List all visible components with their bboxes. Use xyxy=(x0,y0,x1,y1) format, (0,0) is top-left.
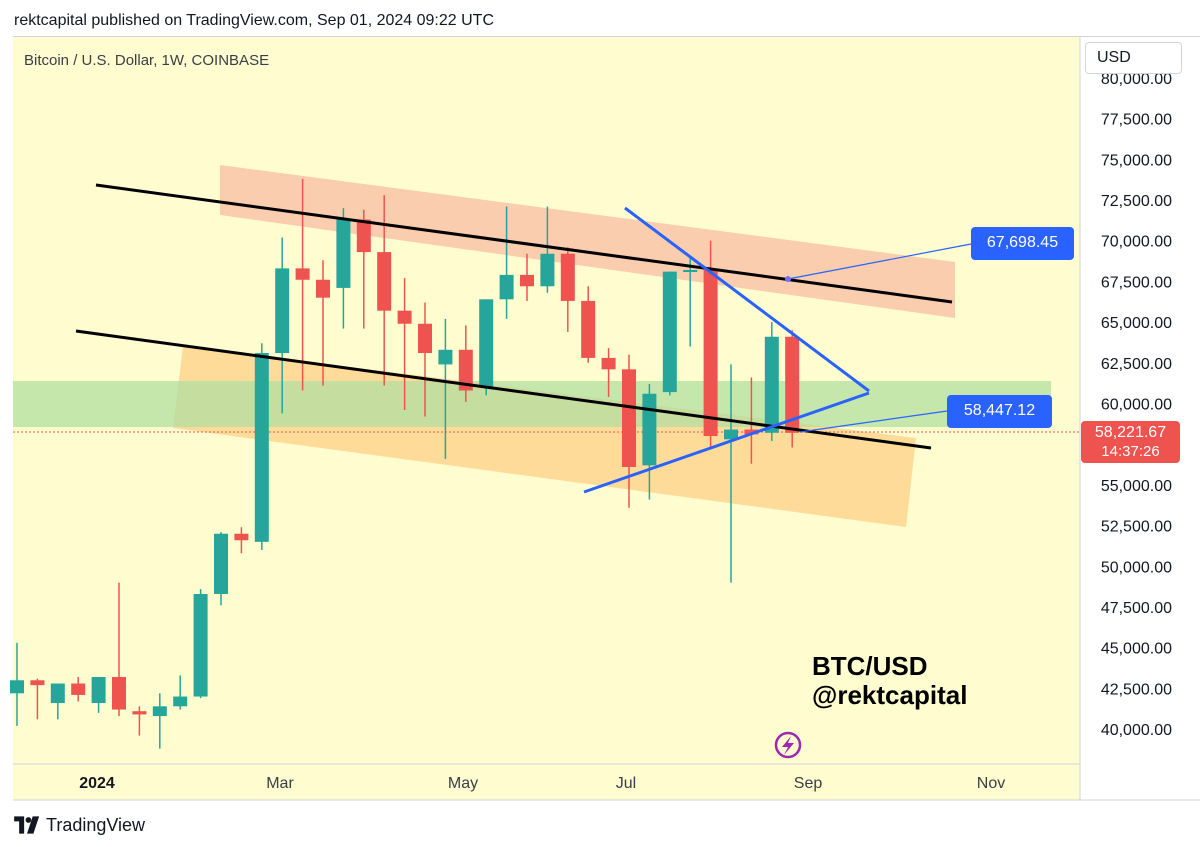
candle-up[interactable] xyxy=(683,270,698,273)
y-tick-label: 70,000.00 xyxy=(1101,234,1172,251)
candle-up[interactable] xyxy=(193,593,208,697)
x-tick-label: Mar xyxy=(266,775,294,792)
y-tick-label: 42,500.00 xyxy=(1101,681,1172,698)
symbol-title: Bitcoin / U.S. Dollar, 1W, COINBASE xyxy=(24,52,270,69)
lower-target-line xyxy=(799,410,948,433)
current-price-label: 58,221.67 14:37:26 xyxy=(1081,421,1180,463)
watermark-line-1: BTC/USD xyxy=(812,651,928,681)
triangle-upper-line[interactable] xyxy=(624,206,870,393)
y-tick-label: 65,000.00 xyxy=(1101,315,1172,332)
publish-header: rektcapital published on TradingView.com… xyxy=(14,12,494,29)
candle-down[interactable] xyxy=(295,268,310,280)
y-tick-label: 72,500.00 xyxy=(1101,193,1172,210)
green-zone xyxy=(13,381,1051,427)
y-tick-label: 80,000.00 xyxy=(1101,71,1172,88)
candles-group xyxy=(10,178,800,749)
footer-brand[interactable]: TradingView xyxy=(46,814,146,835)
candle-up[interactable] xyxy=(50,683,65,704)
x-tick-label: 2024 xyxy=(79,775,115,792)
bar-countdown: 14:37:26 xyxy=(1101,443,1160,460)
candle-down[interactable] xyxy=(234,533,249,541)
candle-up[interactable] xyxy=(336,219,351,288)
candle-down[interactable] xyxy=(458,349,473,391)
footer: TradingView xyxy=(14,812,145,838)
y-tick-label: 55,000.00 xyxy=(1101,478,1172,495)
candle-up[interactable] xyxy=(724,429,738,440)
price-axis[interactable] xyxy=(1080,37,1200,764)
candle-up[interactable] xyxy=(275,268,290,354)
candle-down[interactable] xyxy=(316,279,330,298)
x-labels-group: 2024 Mar May Jul Sep Nov xyxy=(79,775,1005,792)
y-tick-label: 67,500.00 xyxy=(1101,274,1172,291)
candle-up[interactable] xyxy=(764,336,779,433)
currency-button[interactable]: USD xyxy=(1085,42,1182,74)
y-tick-label: 40,000.00 xyxy=(1101,722,1172,739)
candle-up[interactable] xyxy=(662,271,677,393)
channel-upper-line[interactable] xyxy=(95,183,953,304)
candle-up[interactable] xyxy=(499,274,514,300)
tradingview-logo-icon[interactable] xyxy=(14,815,40,835)
resistance-zone xyxy=(220,165,955,318)
candle-down[interactable] xyxy=(581,300,596,358)
y-tick-label: 45,000.00 xyxy=(1101,641,1172,658)
candle-down[interactable] xyxy=(703,270,718,437)
candle-down[interactable] xyxy=(418,323,432,354)
candle-down[interactable] xyxy=(744,429,759,435)
candle-down[interactable] xyxy=(601,357,616,370)
candle-up[interactable] xyxy=(438,349,453,365)
candle-up[interactable] xyxy=(91,677,106,704)
upper-target-anchor xyxy=(785,276,791,282)
candle-up[interactable] xyxy=(173,696,188,707)
x-tick-label: May xyxy=(448,775,478,792)
candle-down[interactable] xyxy=(560,253,575,301)
y-tick-label: 52,500.00 xyxy=(1101,519,1172,536)
candle-down[interactable] xyxy=(356,219,371,253)
lightning-icon[interactable] xyxy=(774,731,802,759)
candle-down[interactable] xyxy=(30,680,45,686)
candle-down[interactable] xyxy=(785,336,800,433)
candle-down[interactable] xyxy=(520,274,534,287)
triangle-lower-line[interactable] xyxy=(583,391,870,494)
y-tick-label: 60,000.00 xyxy=(1101,397,1172,414)
x-tick-label: Jul xyxy=(616,775,636,792)
time-axis[interactable] xyxy=(13,764,1080,800)
y-tick-label: 77,500.00 xyxy=(1101,112,1172,129)
current-price-value: 58,221.67 xyxy=(1094,424,1167,441)
candle-down[interactable] xyxy=(112,677,126,710)
upper-target-price-label: 67,698.45 xyxy=(971,227,1074,260)
candle-up[interactable] xyxy=(479,299,494,388)
candle-up[interactable] xyxy=(10,680,24,694)
candle-down[interactable] xyxy=(377,252,392,311)
candle-down[interactable] xyxy=(622,369,636,467)
candle-up[interactable] xyxy=(214,533,228,594)
y-tick-label: 75,000.00 xyxy=(1101,152,1172,169)
y-tick-label: 47,500.00 xyxy=(1101,600,1172,617)
channel-lower-line[interactable] xyxy=(75,329,932,450)
candle-up[interactable] xyxy=(152,706,167,717)
candle-up[interactable] xyxy=(642,393,657,466)
candle-up[interactable] xyxy=(540,253,555,287)
candle-down[interactable] xyxy=(397,310,412,324)
candle-up[interactable] xyxy=(254,353,269,542)
upper-target-line xyxy=(787,243,972,280)
y-tick-label: 62,500.00 xyxy=(1101,356,1172,373)
x-tick-label: Sep xyxy=(794,775,823,792)
watermark-line-2: @rektcapital xyxy=(812,680,968,710)
candle-down[interactable] xyxy=(71,683,86,695)
x-tick-label: Nov xyxy=(977,775,1005,792)
watermark: BTC/USD @rektcapital xyxy=(812,652,967,710)
candle-down[interactable] xyxy=(132,711,147,715)
y-tick-label: 50,000.00 xyxy=(1101,559,1172,576)
lower-target-price-label: 58,447.12 xyxy=(947,395,1052,428)
